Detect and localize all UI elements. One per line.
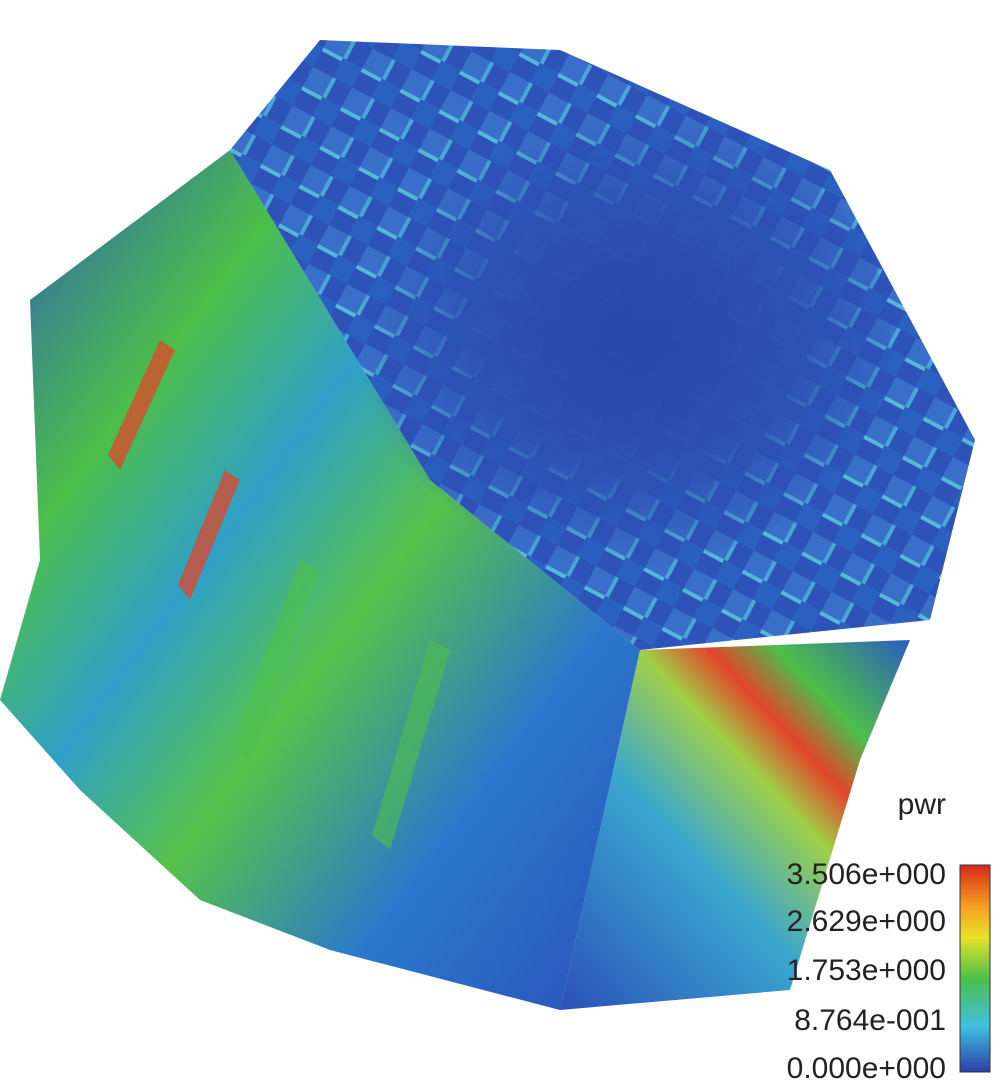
legend-label: 8.764e-001 bbox=[794, 1004, 946, 1037]
legend-label: 0.000e+000 bbox=[787, 1052, 946, 1085]
core-center bbox=[330, 110, 890, 570]
legend-label: 1.753e+000 bbox=[787, 954, 946, 987]
stripe bbox=[178, 470, 240, 600]
legend-label: 2.629e+000 bbox=[787, 905, 946, 938]
stripe bbox=[232, 560, 320, 760]
legend-label: 3.506e+000 bbox=[787, 858, 946, 891]
color-bar bbox=[959, 864, 991, 1073]
side-face-right bbox=[560, 640, 910, 1010]
stripe bbox=[108, 340, 175, 470]
stripe bbox=[372, 640, 450, 850]
legend-title: pwr bbox=[898, 788, 946, 821]
